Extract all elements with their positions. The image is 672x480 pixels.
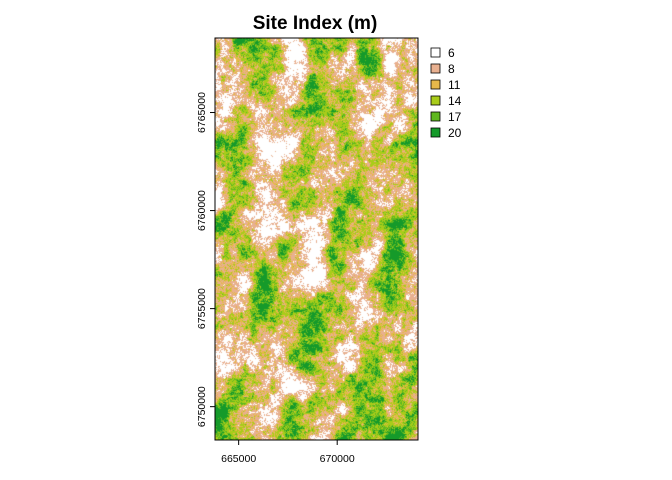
x-axis: 665000 670000 <box>221 440 355 465</box>
y-tick-label: 6750000 <box>196 386 208 427</box>
legend-label-6: 6 <box>448 46 455 60</box>
legend-item-20: 20 <box>430 126 462 140</box>
raster-image <box>215 38 418 440</box>
map-frame <box>214 37 419 441</box>
map-title: Site Index (m) <box>253 13 378 34</box>
legend-item-11: 11 <box>430 78 461 92</box>
legend-swatch-6 <box>430 47 441 58</box>
legend-item-17: 17 <box>430 110 462 124</box>
legend-swatch-14 <box>430 95 441 106</box>
x-tick-label: 670000 <box>320 453 355 465</box>
legend-swatch-17 <box>430 111 441 122</box>
y-tick-label: 6765000 <box>196 92 208 133</box>
legend-item-14: 14 <box>430 94 462 108</box>
y-tick-label: 6755000 <box>196 288 208 329</box>
legend-label-14: 14 <box>448 94 462 108</box>
x-tick-label: 665000 <box>221 453 256 465</box>
legend-label-8: 8 <box>448 62 455 76</box>
legend-label-20: 20 <box>448 126 462 140</box>
legend-label-17: 17 <box>448 110 462 124</box>
legend-swatch-8 <box>430 63 441 74</box>
site-index-raster <box>215 38 418 440</box>
legend: 6 8 11 14 17 20 <box>430 46 462 140</box>
legend-item-8: 8 <box>430 62 455 76</box>
legend-label-11: 11 <box>448 78 461 92</box>
legend-swatch-11 <box>430 79 441 90</box>
legend-item-6: 6 <box>430 46 455 60</box>
y-tick-label: 6760000 <box>196 190 208 231</box>
y-axis: 6750000 6755000 6760000 6765000 <box>196 92 215 427</box>
legend-swatch-20 <box>430 127 441 138</box>
